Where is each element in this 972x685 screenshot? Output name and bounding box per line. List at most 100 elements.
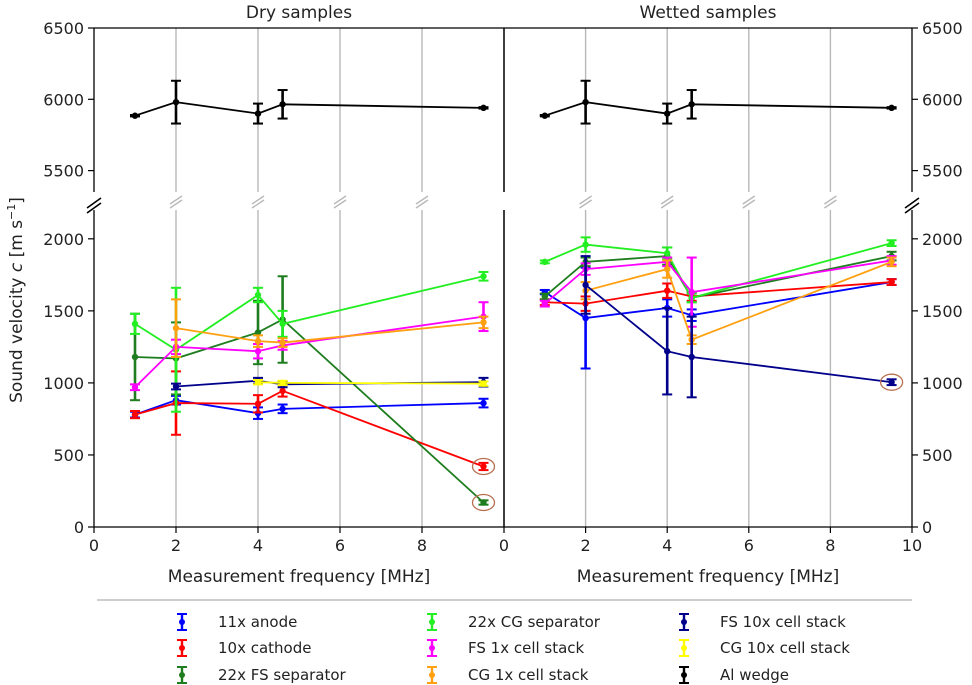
- legend-label: Al wedge: [720, 666, 789, 684]
- y-tick-label: 500: [922, 446, 953, 465]
- panel-dry: Dry samples 0 2 4 6 8 Measurement frequency [M…: [43, 3, 505, 587]
- series-al-wedge: [539, 79, 897, 125]
- y-tick-label: 1500: [43, 302, 84, 321]
- data-point: [254, 378, 262, 386]
- series-cg-1x-cell-stack: [580, 256, 897, 346]
- x-tick-label: 2: [581, 536, 591, 555]
- series-fs-1x-cell-stack: [130, 301, 489, 392]
- legend-item-fs-1x-cell-stack: FS 1x cell stack: [427, 639, 585, 657]
- grid-break-mark: [169, 195, 183, 205]
- series-cg-10x-cell-stack: [253, 378, 489, 387]
- data-point: [888, 258, 895, 266]
- legend-marker-dot: [429, 645, 435, 651]
- data-point: [172, 383, 180, 390]
- data-point: [480, 499, 487, 506]
- series-line: [175, 321, 484, 344]
- y-tick-label: 6500: [43, 19, 84, 38]
- data-point: [541, 112, 548, 119]
- data-point: [582, 98, 589, 106]
- series-10x-cathode: [130, 370, 489, 472]
- grid-break-mark: [660, 199, 674, 209]
- data-point: [582, 241, 589, 248]
- data-point: [254, 110, 262, 117]
- axis-break-mark: [904, 197, 920, 209]
- x-tick-label: 0: [499, 536, 509, 555]
- grid-break-mark: [333, 199, 347, 209]
- legend-marker-dot: [681, 645, 687, 651]
- grid-break-mark: [415, 199, 429, 209]
- data-point: [582, 314, 589, 322]
- y-tick-label: 0: [74, 518, 84, 537]
- x-tick-label: 4: [253, 536, 263, 555]
- legend-label: 10x cathode: [218, 639, 312, 657]
- y-tick-label: 1500: [922, 302, 963, 321]
- series-line: [585, 261, 892, 341]
- data-point: [688, 288, 695, 296]
- data-point: [888, 278, 895, 286]
- y-tick-label: 6500: [922, 19, 963, 38]
- data-point: [480, 380, 487, 387]
- data-point: [131, 411, 139, 418]
- x-axis-label: Measurement frequency [MHz]: [577, 567, 839, 587]
- grid-break-mark: [660, 195, 674, 205]
- y-tick-label: 500: [53, 446, 84, 465]
- legend-item-10x-cathode: 10x cathode: [177, 639, 312, 657]
- legend-item-22x-fs-separator: 22x FS separator: [177, 666, 347, 684]
- chart-panels: Dry samples 0 2 4 6 8 Measurement frequency [M…: [43, 3, 962, 587]
- legend-item-cg-1x-cell-stack: CG 1x cell stack: [427, 666, 589, 684]
- y-axis-label-text: Sound velocity: [7, 272, 27, 403]
- data-point: [279, 379, 286, 387]
- y-axis-label-unit: [m s: [7, 220, 27, 263]
- y-tick-label: 2000: [43, 230, 84, 249]
- legend-label: 22x CG separator: [468, 613, 601, 631]
- legend-marker-dot: [429, 672, 435, 678]
- data-point: [688, 101, 695, 108]
- data-point: [480, 104, 487, 112]
- data-point: [254, 400, 262, 408]
- series-fs-10x-cell-stack: [580, 255, 897, 399]
- x-tick-label: 8: [417, 536, 427, 555]
- panel-wetted: Wetted samples 0 2 4 6 8 10 Measurement frequen…: [499, 3, 963, 587]
- x-tick-label: 4: [662, 536, 672, 555]
- data-point: [131, 320, 139, 328]
- grid-break-mark: [742, 199, 756, 209]
- grid-break-mark: [169, 199, 183, 209]
- legend-label: 11x anode: [218, 613, 297, 631]
- grid-break-mark: [579, 195, 592, 205]
- data-point: [664, 250, 671, 257]
- data-point: [664, 110, 671, 117]
- legend-label: CG 1x cell stack: [468, 666, 589, 684]
- series-cg-1x-cell-stack: [171, 298, 489, 358]
- legend-marker-dot: [179, 672, 185, 678]
- y-tick-label: 1000: [43, 374, 84, 393]
- axis-break-mark: [904, 202, 920, 214]
- legend-label: FS 1x cell stack: [468, 639, 585, 657]
- data-point: [279, 387, 286, 395]
- grid-break-mark: [824, 195, 837, 205]
- x-axis-label: Measurement frequency [MHz]: [168, 567, 430, 587]
- legend-item-cg-10x-cell-stack: CG 10x cell stack: [679, 639, 850, 657]
- x-tick-label: 2: [171, 536, 181, 555]
- highlight-circle: [879, 373, 904, 391]
- x-tick-label: 6: [335, 536, 345, 555]
- y-axis-label-superscript: −1: [5, 204, 18, 220]
- data-point: [279, 320, 286, 328]
- data-point: [541, 258, 548, 266]
- grid-break-mark: [824, 199, 837, 209]
- x-tick-label: 8: [825, 536, 835, 555]
- series-10x-cathode: [539, 278, 897, 312]
- series-22x-cg-separator: [539, 236, 897, 304]
- panel-title: Wetted samples: [640, 3, 777, 23]
- grid-break-mark: [415, 195, 429, 205]
- data-point: [131, 384, 139, 391]
- legend: 11x anode 10x cathode 22x FS separator 22x …: [97, 599, 912, 684]
- data-point: [688, 353, 695, 361]
- data-point: [254, 329, 262, 336]
- data-point: [279, 405, 286, 413]
- data-point: [254, 348, 262, 355]
- data-point: [541, 300, 548, 307]
- data-point: [254, 337, 262, 345]
- y-tick-label: 5500: [43, 162, 84, 181]
- axis-break-mark: [86, 197, 102, 209]
